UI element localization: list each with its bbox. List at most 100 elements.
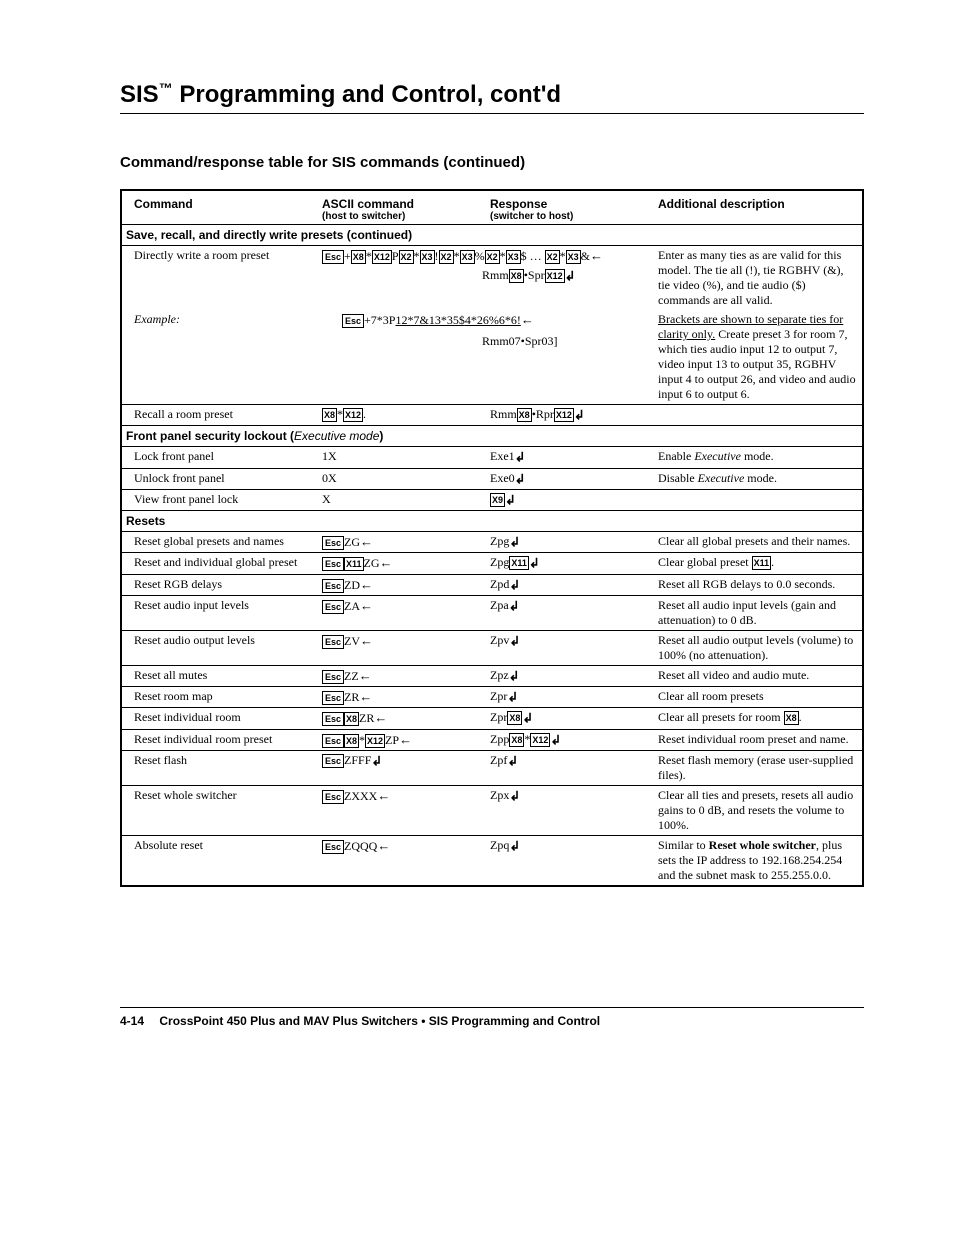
cmd-reset-audio-in: Reset audio input levels <box>121 595 318 630</box>
resp-reset-indiv-global: ZpgX11↲ <box>486 553 654 574</box>
table-row: Reset whole switcher EscZXXX← Zpx↲ Clear… <box>121 785 863 835</box>
table-row: Absolute reset EscZQQQ← Zpq↲ Similar to … <box>121 835 863 886</box>
resp-reset-mutes: Zpz↲ <box>486 665 654 686</box>
resp-reset-whole: Zpx↲ <box>486 785 654 835</box>
arrow-left-icon: ← <box>360 577 373 592</box>
ascii-direct-write: Esc+X8*X12PX2*X3!X2*X3%X2*X3$ … X2*X3&← … <box>318 246 654 311</box>
table-row: Unlock front panel 0X Exe0↲ Disable Exec… <box>121 468 863 489</box>
enter-icon: ↲ <box>515 471 526 486</box>
heading-prefix: SIS <box>120 81 159 108</box>
cmd-unlock: Unlock front panel <box>121 468 318 489</box>
ascii-example: Esc+7*3P12*7&13*35$4*26%6*6!← Rmm07•Spr0… <box>318 310 654 405</box>
arrow-left-icon: ← <box>377 788 390 803</box>
arrow-left-icon: ← <box>521 312 534 327</box>
table-row: Reset and individual global preset EscX1… <box>121 553 863 574</box>
heading-tm: ™ <box>159 80 173 96</box>
ascii-reset-indiv-room: EscX8ZR← <box>318 708 486 729</box>
enter-icon: ↲ <box>507 689 518 704</box>
arrow-left-icon: ← <box>374 710 387 725</box>
cmd-reset-indiv-global: Reset and individual global preset <box>121 553 318 574</box>
arrow-left-icon: ← <box>360 633 373 648</box>
desc-reset-indiv-room: Clear all presets for room X8. <box>654 708 863 729</box>
ascii-reset-indiv-global: EscX11ZG← <box>318 553 486 574</box>
resp-viewlock: X9↲ <box>486 489 654 510</box>
desc-unlock: Disable Executive mode. <box>654 468 863 489</box>
cmd-reset-rgb: Reset RGB delays <box>121 574 318 595</box>
section-frontpanel: Front panel security lockout (Executive … <box>121 426 863 447</box>
resp-reset-rgb: Zpd↲ <box>486 574 654 595</box>
resp-reset-room-map: Zpr↲ <box>486 687 654 708</box>
ascii-unlock: 0X <box>318 468 486 489</box>
cmd-reset-room-map: Reset room map <box>121 687 318 708</box>
col-header-ascii: ASCII command (host to switcher) <box>318 190 486 225</box>
page-footer: 4-14 CrossPoint 450 Plus and MAV Plus Sw… <box>120 1007 864 1028</box>
resp-reset-flash: Zpf↲ <box>486 750 654 785</box>
heading-suffix: Programming and Control, cont'd <box>173 81 561 108</box>
section-presets: Save, recall, and directly write presets… <box>121 225 863 246</box>
resp-reset-indiv-room-preset: ZppX8*X12↲ <box>486 729 654 750</box>
desc-reset-indiv-global: Clear global preset X11. <box>654 553 863 574</box>
resp-reset-audio-in: Zpa↲ <box>486 595 654 630</box>
resp-reset-indiv-room: ZprX8↲ <box>486 708 654 729</box>
enter-icon: ↲ <box>509 633 520 648</box>
enter-icon: ↲ <box>509 577 520 592</box>
desc-reset-whole: Clear all ties and presets, resets all a… <box>654 785 863 835</box>
cmd-reset-flash: Reset flash <box>121 750 318 785</box>
desc-reset-flash: Reset flash memory (erase user‑supplied … <box>654 750 863 785</box>
ascii-reset-audio-out: EscZV← <box>318 630 486 665</box>
section-subheading: Command/response table for SIS commands … <box>120 154 864 171</box>
arrow-left-icon: ← <box>399 732 412 747</box>
desc-reset-audio-in: Reset all audio input levels (gain and a… <box>654 595 863 630</box>
desc-reset-audio-out: Reset all audio output levels (volume) t… <box>654 630 863 665</box>
footer-text: CrossPoint 450 Plus and MAV Plus Switche… <box>159 1014 600 1028</box>
page-title: SIS™ Programming and Control, cont'd <box>120 80 864 114</box>
cmd-direct-write: Directly write a room preset <box>121 246 318 311</box>
arrow-left-icon: ← <box>360 534 373 549</box>
enter-icon: ↲ <box>574 407 585 422</box>
ascii-viewlock: X <box>318 489 486 510</box>
desc-reset-global: Clear all global presets and their names… <box>654 532 863 553</box>
enter-icon: ↲ <box>565 268 576 283</box>
ascii-reset-whole: EscZXXX← <box>318 785 486 835</box>
enter-icon: ↲ <box>509 598 520 613</box>
footer-page-number: 4-14 <box>120 1014 144 1028</box>
table-row: Reset RGB delays EscZD← Zpd↲ Reset all R… <box>121 574 863 595</box>
ascii-recall-room: X8*X12. <box>318 405 486 426</box>
col-header-desc: Additional description <box>654 190 863 225</box>
enter-icon: ↲ <box>509 668 520 683</box>
cmd-lock: Lock front panel <box>121 447 318 468</box>
arrow-left-icon: ← <box>359 668 372 683</box>
table-row: Reset audio input levels EscZA← Zpa↲ Res… <box>121 595 863 630</box>
cmd-reset-global: Reset global presets and names <box>121 532 318 553</box>
arrow-left-icon: ← <box>377 838 390 853</box>
ascii-reset-flash: EscZFFF↲ <box>318 750 486 785</box>
table-row: Recall a room preset X8*X12. RmmX8•RprX1… <box>121 405 863 426</box>
resp-absolute-reset: Zpq↲ <box>486 835 654 886</box>
command-response-table: Command ASCII command (host to switcher)… <box>120 189 864 887</box>
table-row: Reset flash EscZFFF↲ Zpf↲ Reset flash me… <box>121 750 863 785</box>
table-row: Reset all mutes EscZZ← Zpz↲ Reset all vi… <box>121 665 863 686</box>
enter-icon: ↲ <box>509 534 520 549</box>
arrow-left-icon: ← <box>380 555 393 570</box>
desc-reset-indiv-room-preset: Reset individual room preset and name. <box>654 729 863 750</box>
table-row: Reset individual room EscX8ZR← ZprX8↲ Cl… <box>121 708 863 729</box>
resp-example: Rmm07•Spr03] <box>482 334 650 349</box>
desc-reset-mutes: Reset all video and audio mute. <box>654 665 863 686</box>
enter-icon: ↲ <box>550 732 561 747</box>
table-row: Reset room map EscZR← Zpr↲ Clear all roo… <box>121 687 863 708</box>
enter-icon: ↲ <box>507 753 518 768</box>
enter-icon: ↲ <box>371 753 382 768</box>
cmd-absolute-reset: Absolute reset <box>121 835 318 886</box>
enter-icon: ↲ <box>522 711 533 726</box>
resp-recall-room: RmmX8•RprX12↲ <box>486 405 654 426</box>
ascii-absolute-reset: EscZQQQ← <box>318 835 486 886</box>
enter-icon: ↲ <box>515 450 526 465</box>
ascii-reset-room-map: EscZR← <box>318 687 486 708</box>
cmd-reset-indiv-room-preset: Reset individual room preset <box>121 729 318 750</box>
arrow-left-icon: ← <box>359 689 372 704</box>
cmd-recall-room: Recall a room preset <box>121 405 318 426</box>
ascii-reset-indiv-room-preset: EscX8*X12ZP← <box>318 729 486 750</box>
table-row: Reset global presets and names EscZG← Zp… <box>121 532 863 553</box>
enter-icon: ↲ <box>509 788 520 803</box>
table-row: Reset audio output levels EscZV← Zpv↲ Re… <box>121 630 863 665</box>
